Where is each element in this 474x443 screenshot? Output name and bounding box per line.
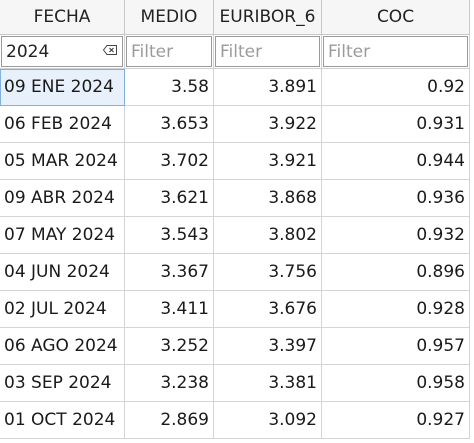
cell-coc[interactable]: 0.936 — [322, 180, 470, 217]
cell-euribor-6[interactable]: 3.868 — [214, 180, 322, 217]
vertical-scrollbar[interactable] — [470, 0, 474, 443]
cell-coc[interactable]: 0.931 — [322, 106, 470, 143]
table-row[interactable]: 03 SEP 2024 3.238 3.381 0.958 — [0, 365, 474, 402]
table-row[interactable]: 06 FEB 2024 3.653 3.922 0.931 — [0, 106, 474, 143]
cell-fecha[interactable]: 09 ABR 2024 — [0, 180, 125, 217]
cell-coc[interactable]: 0.958 — [322, 365, 470, 402]
column-header-coc[interactable]: COC — [322, 0, 470, 34]
filter-cell-coc — [322, 35, 470, 68]
cell-medio[interactable]: 3.58 — [125, 69, 214, 106]
cell-fecha[interactable]: 06 FEB 2024 — [0, 106, 125, 143]
cell-coc[interactable]: 0.92 — [322, 69, 470, 106]
filter-input-medio[interactable] — [126, 36, 212, 67]
cell-coc[interactable]: 0.944 — [322, 143, 470, 180]
cell-fecha[interactable]: 05 MAR 2024 — [0, 143, 125, 180]
filter-input-fecha[interactable] — [1, 36, 123, 67]
filter-row — [0, 35, 474, 69]
cell-euribor-6[interactable]: 3.381 — [214, 365, 322, 402]
table-row[interactable]: 09 ENE 2024 3.58 3.891 0.92 — [0, 69, 474, 106]
cell-medio[interactable]: 2.869 — [125, 402, 214, 439]
cell-medio[interactable]: 3.252 — [125, 328, 214, 365]
clear-filter-icon[interactable] — [103, 45, 117, 55]
cell-euribor-6[interactable]: 3.922 — [214, 106, 322, 143]
cell-fecha[interactable]: 01 OCT 2024 — [0, 402, 125, 439]
cell-coc[interactable]: 0.932 — [322, 217, 470, 254]
cell-euribor-6[interactable]: 3.397 — [214, 328, 322, 365]
filter-input-coc[interactable] — [323, 36, 468, 67]
table-row[interactable]: 02 JUL 2024 3.411 3.676 0.928 — [0, 291, 474, 328]
cell-medio[interactable]: 3.653 — [125, 106, 214, 143]
cell-fecha[interactable]: 06 AGO 2024 — [0, 328, 125, 365]
column-header-euribor-6[interactable]: EURIBOR_6 — [214, 0, 322, 34]
cell-coc[interactable]: 0.928 — [322, 291, 470, 328]
cell-coc[interactable]: 0.896 — [322, 254, 470, 291]
table-row[interactable]: 07 MAY 2024 3.543 3.802 0.932 — [0, 217, 474, 254]
filter-input-euribor-6[interactable] — [215, 36, 320, 67]
cell-medio[interactable]: 3.702 — [125, 143, 214, 180]
cell-euribor-6[interactable]: 3.891 — [214, 69, 322, 106]
cell-fecha[interactable]: 09 ENE 2024 — [0, 69, 125, 106]
column-header-medio[interactable]: MEDIO — [125, 0, 214, 34]
cell-fecha[interactable]: 04 JUN 2024 — [0, 254, 125, 291]
cell-euribor-6[interactable]: 3.802 — [214, 217, 322, 254]
table-body: 09 ENE 2024 3.58 3.891 0.92 06 FEB 2024 … — [0, 69, 474, 439]
table-row[interactable]: 06 AGO 2024 3.252 3.397 0.957 — [0, 328, 474, 365]
cell-medio[interactable]: 3.238 — [125, 365, 214, 402]
table-row[interactable]: 01 OCT 2024 2.869 3.092 0.927 — [0, 402, 474, 439]
cell-coc[interactable]: 0.927 — [322, 402, 470, 439]
cell-euribor-6[interactable]: 3.756 — [214, 254, 322, 291]
table-row[interactable]: 04 JUN 2024 3.367 3.756 0.896 — [0, 254, 474, 291]
cell-euribor-6[interactable]: 3.676 — [214, 291, 322, 328]
table-row[interactable]: 05 MAR 2024 3.702 3.921 0.944 — [0, 143, 474, 180]
filter-cell-euribor-6 — [214, 35, 322, 68]
filter-wrap-fecha — [1, 36, 123, 67]
cell-fecha[interactable]: 07 MAY 2024 — [0, 217, 125, 254]
cell-coc[interactable]: 0.957 — [322, 328, 470, 365]
cell-fecha[interactable]: 02 JUL 2024 — [0, 291, 125, 328]
filter-cell-medio — [125, 35, 214, 68]
table-row[interactable]: 09 ABR 2024 3.621 3.868 0.936 — [0, 180, 474, 217]
cell-euribor-6[interactable]: 3.092 — [214, 402, 322, 439]
cell-medio[interactable]: 3.411 — [125, 291, 214, 328]
cell-medio[interactable]: 3.367 — [125, 254, 214, 291]
cell-medio[interactable]: 3.621 — [125, 180, 214, 217]
cell-fecha[interactable]: 03 SEP 2024 — [0, 365, 125, 402]
header-row: FECHA MEDIO EURIBOR_6 COC — [0, 0, 474, 35]
cell-euribor-6[interactable]: 3.921 — [214, 143, 322, 180]
column-header-fecha[interactable]: FECHA — [0, 0, 125, 34]
cell-medio[interactable]: 3.543 — [125, 217, 214, 254]
filter-cell-fecha — [0, 35, 125, 68]
